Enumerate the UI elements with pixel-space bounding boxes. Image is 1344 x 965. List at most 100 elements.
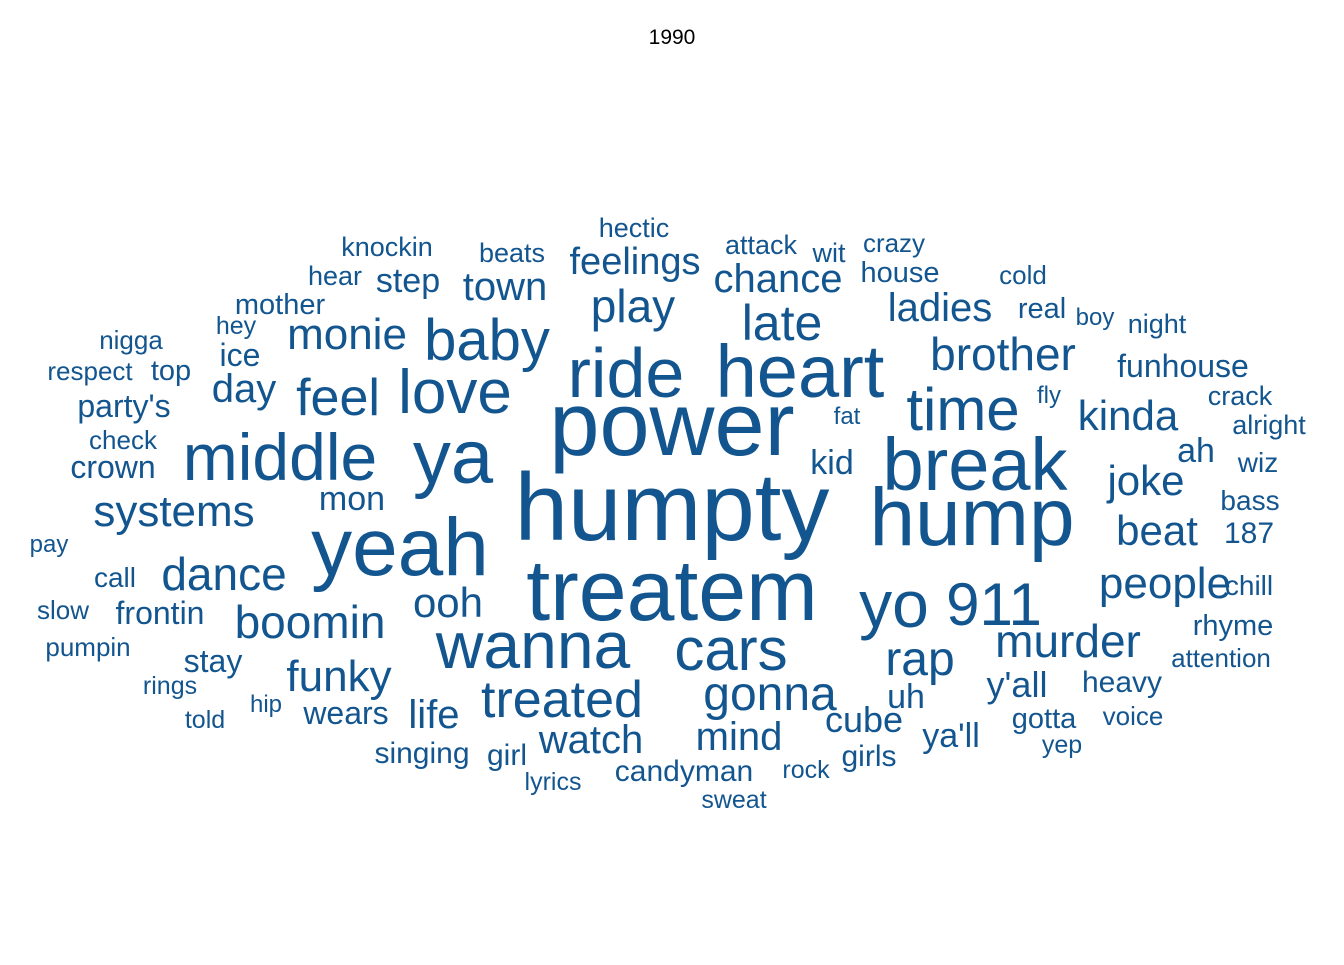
word-murder: murder [995,615,1141,667]
word-heart: heart [716,330,885,413]
word-night: night [1128,309,1187,339]
word-uh: uh [887,678,925,716]
word-hectic: hectic [599,213,670,243]
word-respect: respect [47,356,133,386]
word-attention: attention [1171,643,1271,673]
word-rings: rings [143,672,197,700]
word-fat: fat [834,403,861,430]
word-late: late [742,295,823,351]
word-ride: ride [568,334,685,412]
word-treated: treated [481,671,643,729]
word-humpty: humpty [515,454,830,561]
word-beat: beat [1116,507,1198,554]
word-ah: ah [1177,432,1215,470]
word-pumpin: pumpin [45,632,130,662]
word-mother: mother [235,289,326,321]
word-funhouse: funhouse [1117,348,1249,384]
word-heavy: heavy [1082,666,1162,699]
word-rock: rock [782,756,830,784]
word-partys: party's [77,388,170,424]
word-beats: beats [479,238,545,268]
word-joke: joke [1105,457,1184,504]
word-187: 187 [1224,517,1274,550]
word-kid: kid [810,444,853,482]
word-people: people [1099,559,1231,608]
word-wanna: wanna [435,608,631,682]
word-mon: mon [319,480,385,518]
word-boy: boy [1076,304,1115,331]
word-kinda: kinda [1078,392,1179,439]
word-day: day [212,367,277,411]
word-check: check [89,425,158,455]
word-pay: pay [30,531,69,558]
word-middle: middle [183,420,377,494]
word-told: told [185,706,225,734]
word-life: life [408,693,459,737]
word-frontin: frontin [116,595,205,631]
word-play: play [591,280,675,332]
word-yall: ya'll [922,717,980,755]
word-gotta: gotta [1012,703,1077,735]
word-cars: cars [674,616,787,683]
word-hump: hump [869,472,1074,563]
word-break: break [882,423,1068,506]
word-fly: fly [1037,382,1061,409]
word-watch: watch [538,718,644,762]
word-hip: hip [250,691,282,718]
word-crazy: crazy [863,228,925,258]
word-girls: girls [841,740,896,773]
word-rap: rap [885,633,954,686]
word-911: 911 [946,571,1042,638]
word-wears: wears [302,695,388,731]
word-chance: chance [714,257,843,301]
word-time: time [906,376,1019,443]
word-girl: girl [487,739,527,772]
word-treatem: treatem [526,543,818,639]
word-nigga: nigga [99,325,163,355]
word-feel: feel [296,369,380,427]
word-funky: funky [286,652,391,701]
word-wiz: wiz [1237,447,1278,478]
word-crown: crown [70,449,155,485]
word-wit: wit [812,238,846,268]
word-sweat: sweat [701,786,766,814]
word-baby: baby [424,308,550,373]
word-attack: attack [725,230,798,260]
word-rhyme: rhyme [1193,610,1274,642]
word-ice: ice [220,337,261,373]
word-yep: yep [1042,731,1082,759]
word-real: real [1018,293,1066,325]
chart-title: 1990 [648,26,696,49]
word-ooh: ooh [413,579,483,626]
word-yall: y'all [987,664,1048,705]
word-hear: hear [308,261,362,291]
word-alright: alright [1232,410,1306,440]
word-ya: ya [413,415,494,500]
word-monie: monie [287,310,407,359]
word-voice: voice [1103,701,1164,731]
word-bass: bass [1220,485,1279,516]
word-candyman: candyman [615,755,753,788]
word-crack: crack [1208,381,1273,411]
word-top: top [151,355,191,387]
word-lyrics: lyrics [525,768,582,796]
word-power: power [549,375,794,475]
word-chill: chill [1225,570,1273,601]
word-singing: singing [374,737,469,770]
word-dance: dance [161,548,286,600]
word-cube: cube [825,699,903,740]
word-step: step [376,262,440,300]
word-slow: slow [37,595,89,625]
word-mind: mind [696,715,783,759]
word-ladies: ladies [888,286,993,330]
word-cold: cold [999,260,1047,290]
word-gonna: gonna [703,668,837,721]
word-brother: brother [930,328,1076,380]
word-knockin: knockin [341,232,433,262]
word-love: love [398,358,512,427]
word-call: call [94,562,136,593]
word-town: town [463,265,548,309]
word-house: house [860,257,939,289]
